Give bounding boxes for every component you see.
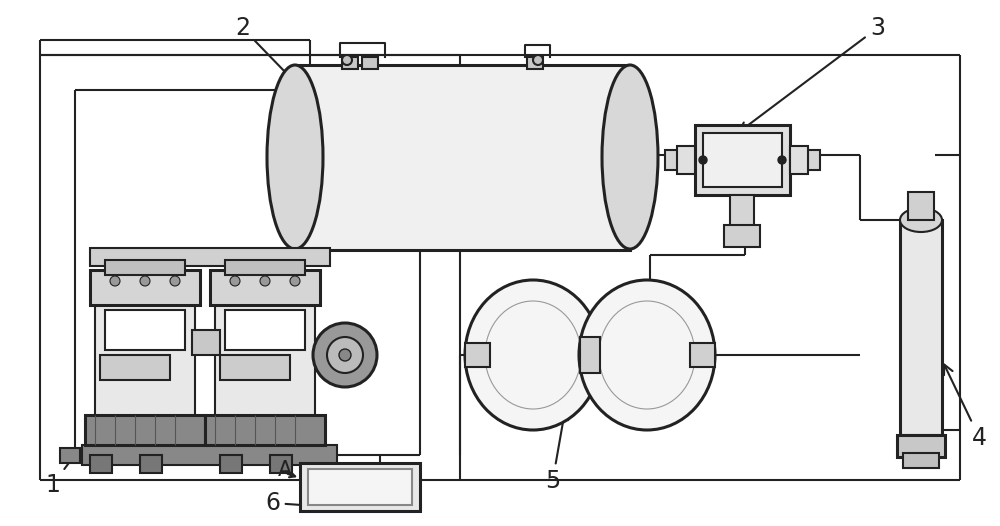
Bar <box>724 225 760 247</box>
Bar <box>308 469 412 505</box>
Bar <box>220 355 290 380</box>
Circle shape <box>290 276 300 286</box>
Bar <box>703 133 782 187</box>
Bar <box>362 57 378 69</box>
Bar <box>220 455 242 473</box>
Bar <box>465 343 490 367</box>
Text: 2: 2 <box>235 16 376 166</box>
Bar <box>90 248 330 266</box>
Bar <box>300 463 420 511</box>
Circle shape <box>170 276 180 286</box>
Bar <box>903 453 939 468</box>
Bar <box>790 150 820 170</box>
Bar <box>105 260 185 275</box>
Bar <box>100 355 170 380</box>
Text: 5: 5 <box>545 410 568 493</box>
Ellipse shape <box>900 208 942 232</box>
Text: 6: 6 <box>265 491 340 515</box>
Circle shape <box>327 337 363 373</box>
Bar <box>690 343 715 367</box>
Bar <box>225 310 305 350</box>
Circle shape <box>140 276 150 286</box>
Circle shape <box>313 323 377 387</box>
Bar <box>205 415 325 445</box>
Bar <box>215 285 315 425</box>
Bar <box>90 455 112 473</box>
Ellipse shape <box>579 280 715 430</box>
Text: A: A <box>278 460 292 480</box>
Text: 4: 4 <box>944 365 987 450</box>
Bar <box>527 57 543 69</box>
Bar <box>225 260 305 275</box>
Bar <box>908 192 934 220</box>
Bar <box>342 57 358 69</box>
Bar <box>790 146 808 174</box>
Bar <box>90 270 200 305</box>
Text: 1: 1 <box>45 452 77 497</box>
Text: 3: 3 <box>739 16 885 132</box>
Circle shape <box>260 276 270 286</box>
Ellipse shape <box>267 65 323 249</box>
Bar <box>580 337 600 373</box>
Bar <box>140 455 162 473</box>
Circle shape <box>342 55 352 65</box>
Bar <box>95 285 195 425</box>
Bar <box>695 125 790 195</box>
Bar <box>210 270 320 305</box>
Circle shape <box>778 156 786 164</box>
Bar <box>270 455 292 473</box>
Circle shape <box>230 276 240 286</box>
Bar <box>677 146 695 174</box>
Ellipse shape <box>602 65 658 249</box>
Bar <box>105 310 185 350</box>
Bar <box>295 65 630 250</box>
Bar <box>900 220 942 435</box>
Bar <box>82 445 337 465</box>
Bar <box>897 435 945 457</box>
Circle shape <box>339 349 351 361</box>
Bar <box>192 330 220 355</box>
Ellipse shape <box>465 280 601 430</box>
Circle shape <box>110 276 120 286</box>
Bar <box>730 195 754 235</box>
Circle shape <box>533 55 543 65</box>
Bar <box>85 415 205 445</box>
Bar <box>60 448 80 463</box>
Bar <box>665 150 695 170</box>
Circle shape <box>699 156 707 164</box>
